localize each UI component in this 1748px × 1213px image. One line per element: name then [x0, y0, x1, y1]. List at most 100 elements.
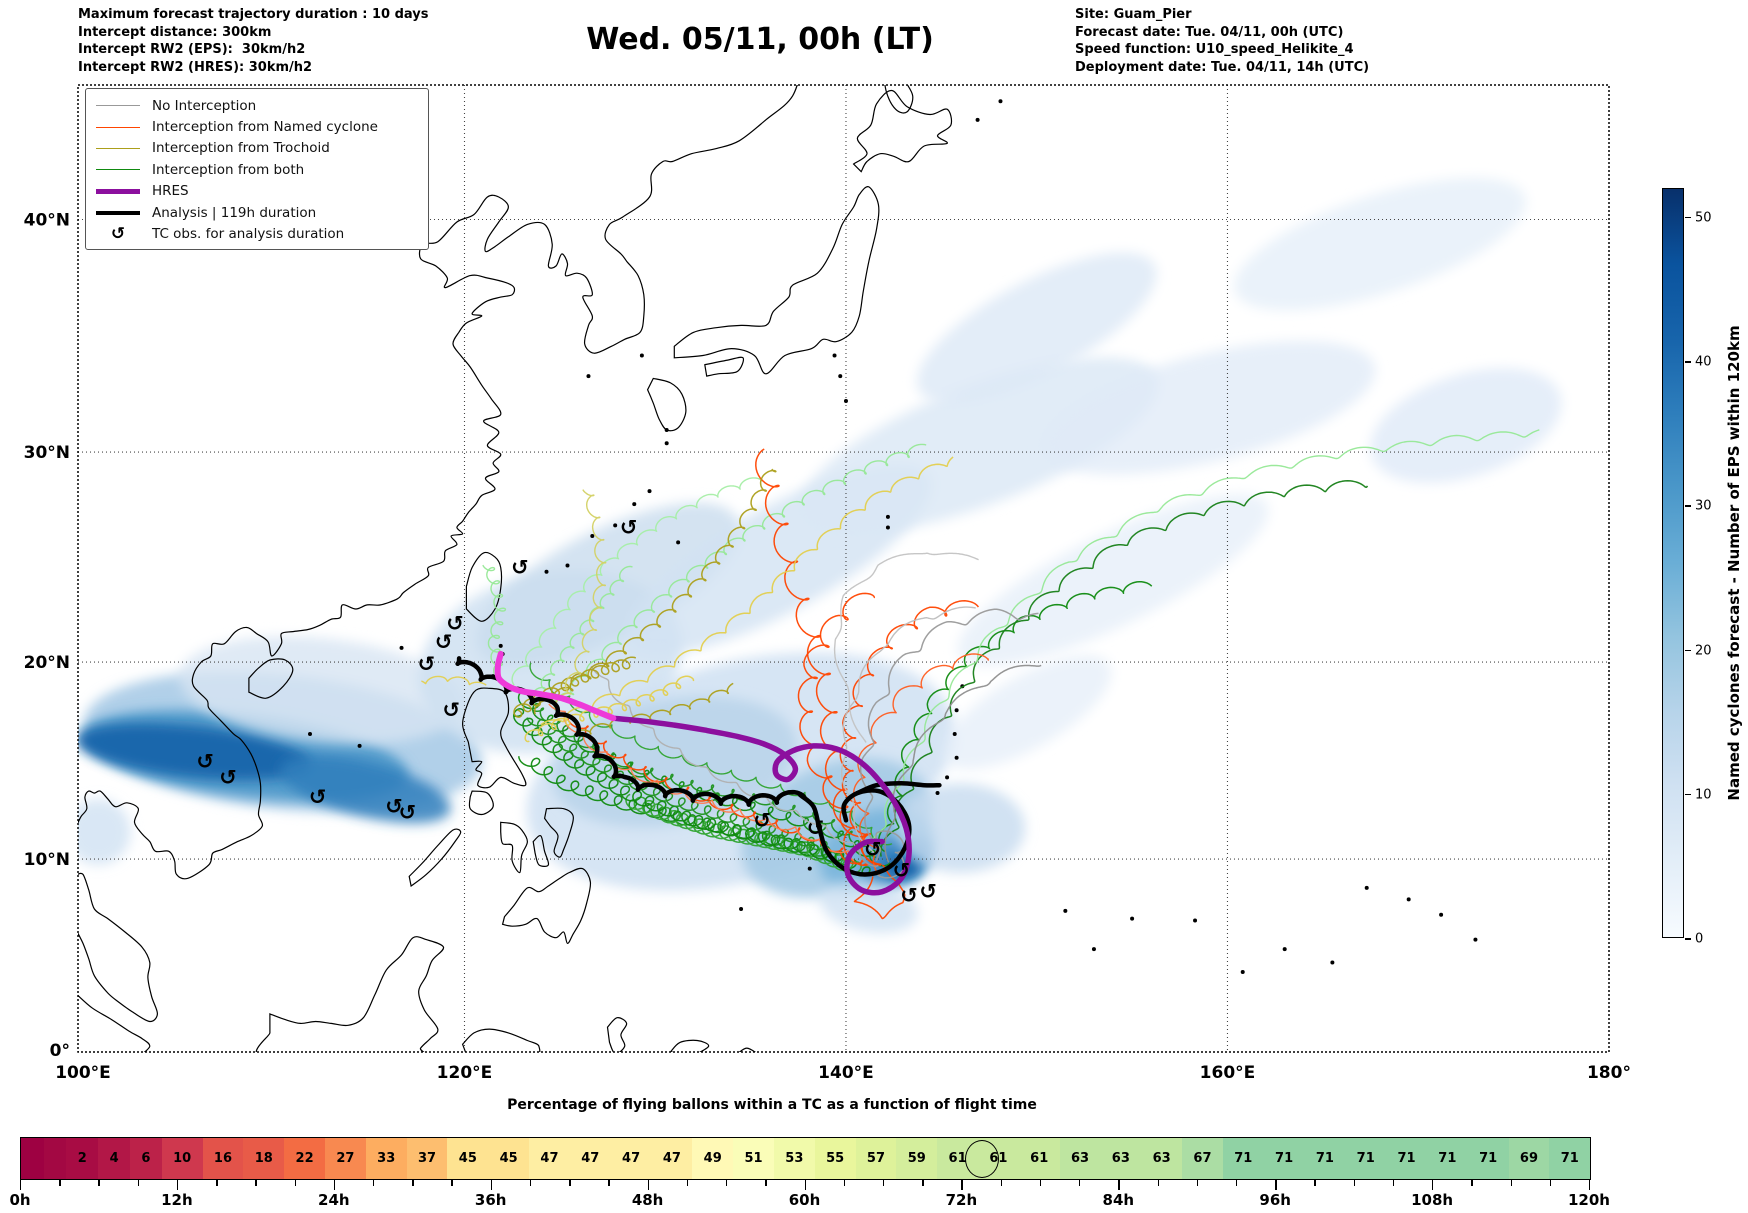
eps-density-blob	[800, 357, 1159, 534]
tc-obs-symbol: ↺	[435, 630, 453, 654]
percent-cell	[43, 1138, 67, 1179]
percent-cell: 63	[1059, 1138, 1101, 1179]
tc-obs-symbol: ↺	[807, 816, 825, 840]
coastline-island	[501, 867, 592, 944]
percent-cell: 47	[529, 1138, 570, 1179]
intercept-rw2-eps-line: Intercept RW2 (EPS): 30km/h2	[78, 42, 306, 57]
time-tick	[20, 1179, 22, 1190]
island-dot	[954, 708, 959, 713]
legend-line-swatch	[96, 105, 140, 107]
time-tick	[216, 1179, 218, 1186]
coastline	[78, 872, 158, 1023]
coastline-island	[543, 807, 574, 858]
time-tick	[765, 1179, 767, 1186]
coastline-island	[408, 828, 462, 888]
time-tick	[608, 1179, 610, 1186]
legend-item-label: Analysis | 119h duration	[152, 204, 317, 221]
deployment-date-line: Deployment date: Tue. 04/11, 14h (UTC)	[1075, 59, 1370, 75]
colorbar-tick	[1685, 216, 1691, 219]
trajectory-both	[871, 429, 1540, 842]
site-info-text: Site: Guam_Pier Forecast date: Tue. 04/11…	[1075, 6, 1369, 76]
coastline-island	[500, 821, 529, 874]
percent-cell: 71	[1386, 1138, 1427, 1179]
time-tick	[1196, 1179, 1199, 1186]
tc-obs-symbol: ↺	[511, 556, 529, 580]
trajectory-both	[511, 477, 763, 686]
island-dot	[1439, 912, 1444, 917]
site-line: Site: Guam_Pier	[1075, 7, 1192, 22]
time-tick	[373, 1179, 375, 1186]
eps-density-blob	[957, 494, 1269, 666]
island-dot	[639, 353, 644, 358]
y-tick-label: 0°	[50, 1041, 70, 1061]
time-tick-label: 108h	[1411, 1191, 1454, 1209]
island-dot	[586, 374, 591, 379]
forecast-settings-text: Maximum forecast trajectory duration : 1…	[78, 6, 429, 76]
percent-cell: 71	[1426, 1138, 1468, 1179]
time-tick	[804, 1179, 806, 1190]
trajectory-trochoid	[555, 489, 607, 710]
coastline-island	[248, 658, 294, 699]
coastline-island	[646, 377, 687, 432]
eps-density-blob	[916, 252, 1157, 403]
percent-cell: 71	[1304, 1138, 1346, 1179]
legend-item-1: Interception from Named cyclone	[96, 116, 420, 137]
colorbar-tick-label: 10	[1695, 787, 1712, 803]
legend-line-swatch	[96, 169, 140, 171]
time-tick	[1471, 1179, 1473, 1186]
island-dot	[590, 534, 595, 539]
time-tick-label: 96h	[1259, 1191, 1291, 1209]
island-dot	[1130, 916, 1135, 921]
time-tick	[1353, 1179, 1356, 1186]
trajectory-none	[841, 606, 976, 855]
eps-density-blob	[1370, 368, 1562, 483]
eps-colorbar: 0 10 20 30 40 50	[1662, 188, 1712, 947]
island-dot	[1330, 960, 1335, 965]
time-tick	[686, 1179, 689, 1186]
percent-cell: 33	[365, 1138, 407, 1179]
percent-cell: 49	[692, 1138, 734, 1179]
eps-density-blob	[78, 799, 131, 865]
percent-cell: 59	[896, 1138, 938, 1179]
time-tick	[647, 1179, 649, 1190]
percent-cell: 2	[66, 1138, 99, 1179]
percent-cell: 16	[202, 1138, 244, 1179]
island-dot	[1364, 885, 1369, 890]
time-tick	[412, 1179, 414, 1186]
percent-cell: 51	[733, 1138, 774, 1179]
island-dot	[647, 489, 652, 494]
coastline-island	[465, 551, 503, 622]
x-tick-label: 180°	[1587, 1063, 1631, 1083]
legend-item-label: Interception from Named cyclone	[152, 119, 378, 136]
time-tick	[1549, 1179, 1552, 1186]
percent-cell: 47	[610, 1138, 652, 1179]
hres-track-head	[494, 650, 617, 722]
x-tick-label: 140°E	[818, 1063, 874, 1083]
colorbar-tick	[1685, 649, 1691, 652]
flight-time-axis	[20, 1179, 1591, 1193]
island-dot	[1063, 908, 1068, 913]
time-tick	[1039, 1179, 1042, 1186]
coastline-island	[669, 1039, 710, 1052]
eps-density-blob	[476, 502, 740, 666]
legend-item-label: TC obs. for analysis duration	[152, 226, 345, 243]
time-tick	[922, 1179, 924, 1186]
tc-obs-symbol: ↺	[900, 884, 918, 908]
island-dot	[843, 398, 848, 403]
colorbar-tick	[1685, 793, 1691, 796]
island-dot	[1240, 970, 1245, 975]
trajectory-both	[531, 565, 633, 704]
tc-obs-symbol: ↺	[919, 880, 937, 904]
percent-cell	[21, 1138, 44, 1179]
map-layers: ↺↺↺ ↺↺↺↺↺↺↺↺↺ ↺↺↺↺ ↺	[78, 85, 1609, 1052]
percent-cell: 71	[1467, 1138, 1509, 1179]
island-dot	[954, 755, 959, 760]
trajectory-none	[884, 664, 1042, 863]
time-tick	[255, 1179, 257, 1186]
island-dot	[498, 643, 503, 648]
hres-track	[610, 715, 912, 896]
colorbar-tick-label: 0	[1695, 931, 1704, 947]
time-tick	[569, 1179, 571, 1186]
time-tick	[1079, 1179, 1081, 1186]
island-dot	[807, 866, 812, 871]
